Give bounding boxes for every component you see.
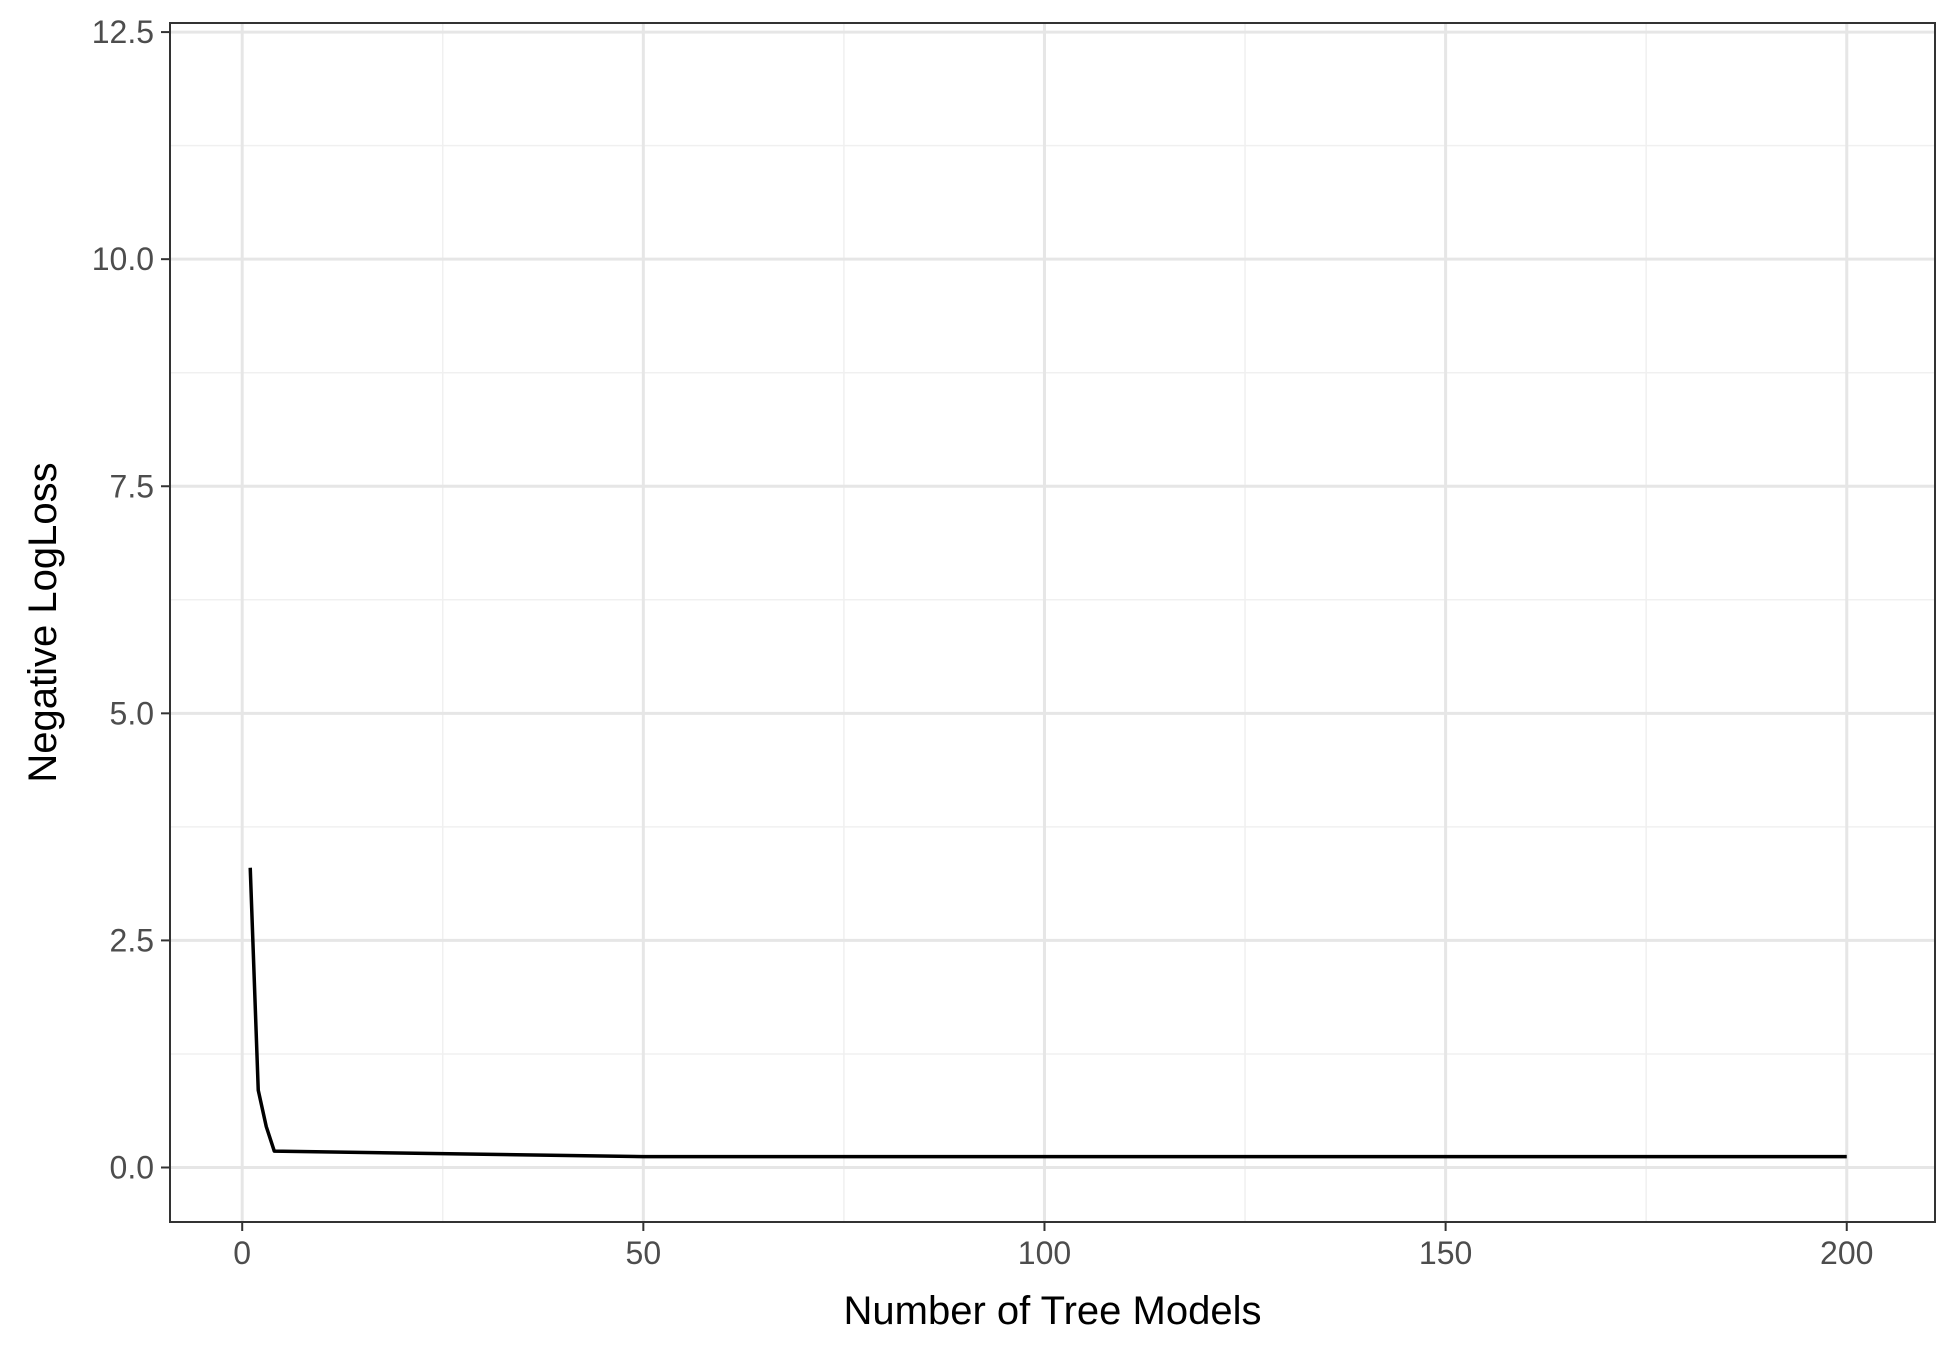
panel-border [169,22,1936,1223]
y-tick-label: 2.5 [110,922,154,958]
x-tick-label: 200 [1820,1235,1873,1271]
x-tick-label: 150 [1419,1235,1472,1271]
y-axis-title: Negative LogLoss [21,462,65,782]
y-tick-label: 12.5 [92,14,154,50]
y-tick-label: 0.0 [110,1150,154,1186]
x-tick-label: 0 [233,1235,251,1271]
x-axis-title: Number of Tree Models [844,1289,1262,1333]
y-tick-label: 10.0 [92,241,154,277]
x-tick-label: 50 [626,1235,662,1271]
grid-lines [170,23,1935,1222]
y-tick-label: 7.5 [110,468,154,504]
y-tick-label: 5.0 [110,695,154,731]
axes: 0 50 100 150 200 0.0 2.5 5.0 7.5 10.0 12.5 [92,14,1874,1271]
series-line-0 [248,867,1847,1159]
data-layer [248,867,1847,1159]
x-tick-label: 100 [1018,1235,1071,1271]
